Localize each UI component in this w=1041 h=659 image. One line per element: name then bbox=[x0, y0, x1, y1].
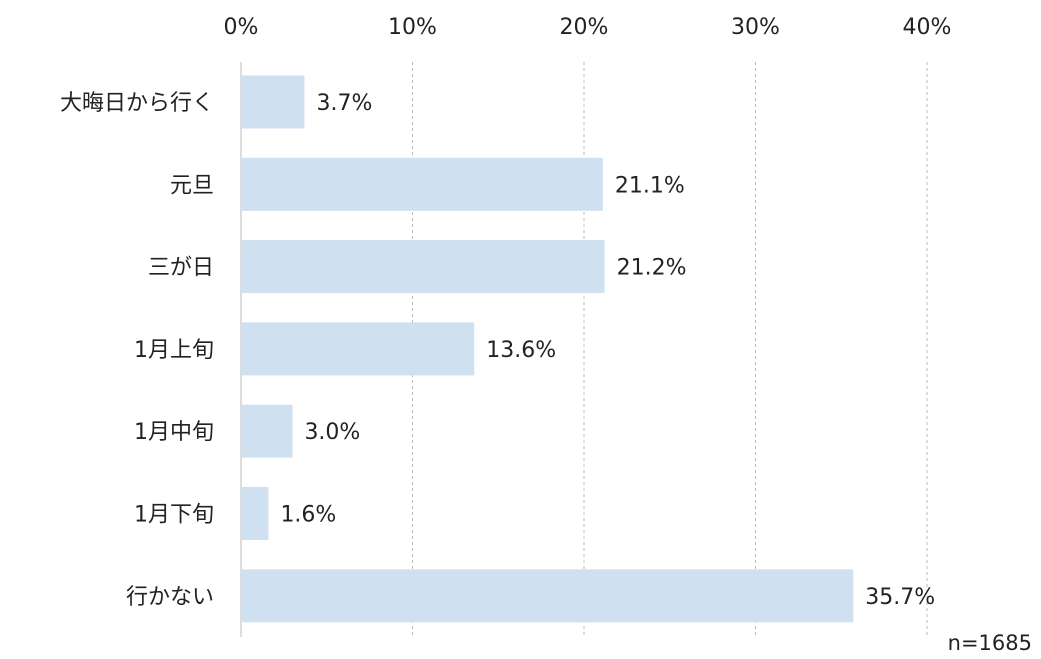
data-labels: 3.7% 21.1% 21.2% 13.6% 3.0% 1.6% 35.7% bbox=[280, 91, 935, 610]
data-label: 1.6% bbox=[280, 503, 336, 528]
category-label: 1月上旬 bbox=[134, 338, 214, 363]
bar bbox=[241, 322, 475, 376]
data-label: 21.2% bbox=[617, 256, 687, 281]
bar bbox=[241, 487, 269, 540]
sample-size-note: n=1685 bbox=[948, 631, 1032, 655]
category-label: 1月中旬 bbox=[134, 420, 214, 445]
x-tick-label: 30% bbox=[731, 15, 780, 40]
bar bbox=[241, 569, 854, 623]
category-label: 大晦日から行く bbox=[60, 91, 214, 116]
data-label: 35.7% bbox=[865, 585, 935, 610]
x-tick-label: 40% bbox=[903, 15, 952, 40]
category-label: 1月下旬 bbox=[134, 503, 214, 528]
bar bbox=[241, 75, 305, 129]
data-label: 3.7% bbox=[316, 91, 372, 116]
data-label: 13.6% bbox=[486, 338, 556, 363]
category-label: 三が日 bbox=[148, 256, 214, 281]
x-tick-label: 20% bbox=[560, 15, 609, 40]
data-label: 3.0% bbox=[304, 420, 360, 445]
category-label: 元旦 bbox=[170, 173, 214, 198]
x-axis-ticks: 0% 10% 20% 30% 40% bbox=[224, 15, 952, 40]
x-tick-label: 10% bbox=[388, 15, 437, 40]
data-label: 21.1% bbox=[615, 173, 685, 198]
bar bbox=[241, 240, 605, 294]
category-label: 行かない bbox=[126, 585, 214, 610]
x-tick-label: 0% bbox=[224, 15, 259, 40]
bar bbox=[241, 404, 293, 458]
bars bbox=[241, 75, 854, 623]
bar bbox=[241, 157, 603, 211]
